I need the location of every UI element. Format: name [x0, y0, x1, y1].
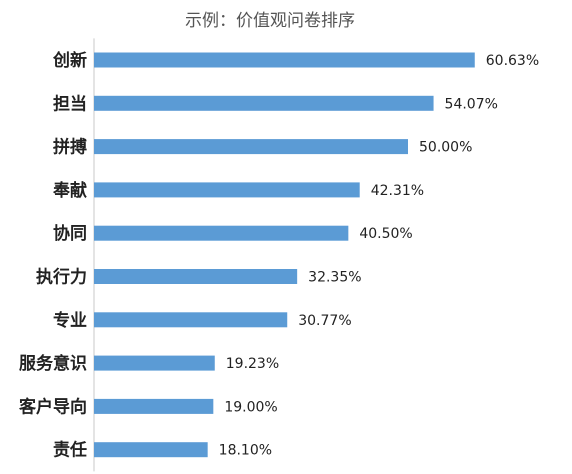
bar	[94, 398, 214, 414]
category-label: 服务意识	[19, 353, 87, 374]
chart-title: 示例：价值观问卷排序	[185, 11, 355, 31]
bars-group: 创新 60.63% 担当 54.07% 拼搏 50.00% 奉献 42.31% 协同 40.50%…	[18, 50, 539, 461]
category-label: 奉献	[52, 180, 87, 201]
value-label: 50.00%	[419, 140, 472, 156]
bar	[94, 355, 215, 371]
value-label: 42.31%	[371, 183, 424, 199]
value-label: 30.77%	[298, 313, 351, 329]
bar	[94, 52, 475, 68]
category-label: 拼搏	[53, 137, 87, 158]
bar	[94, 182, 360, 198]
value-label: 18.10%	[219, 443, 272, 459]
bar	[94, 225, 349, 241]
category-label: 执行力	[36, 267, 87, 288]
bar	[94, 442, 208, 458]
bar	[94, 95, 434, 111]
bar	[94, 269, 298, 284]
value-label: 32.35%	[308, 270, 361, 286]
category-label: 协同	[53, 223, 87, 244]
category-label: 专业	[53, 310, 87, 331]
bar	[94, 139, 408, 155]
value-label: 54.07%	[445, 96, 498, 112]
category-label: 创新	[52, 50, 87, 71]
category-label: 客户导向	[18, 396, 87, 417]
bar	[94, 312, 288, 328]
category-label: 担当	[53, 93, 87, 114]
value-label: 19.00%	[224, 399, 277, 415]
value-label: 60.63%	[486, 53, 539, 69]
value-label: 40.50%	[359, 226, 412, 242]
value-label: 19.23%	[226, 356, 279, 372]
category-label: 责任	[53, 440, 87, 461]
